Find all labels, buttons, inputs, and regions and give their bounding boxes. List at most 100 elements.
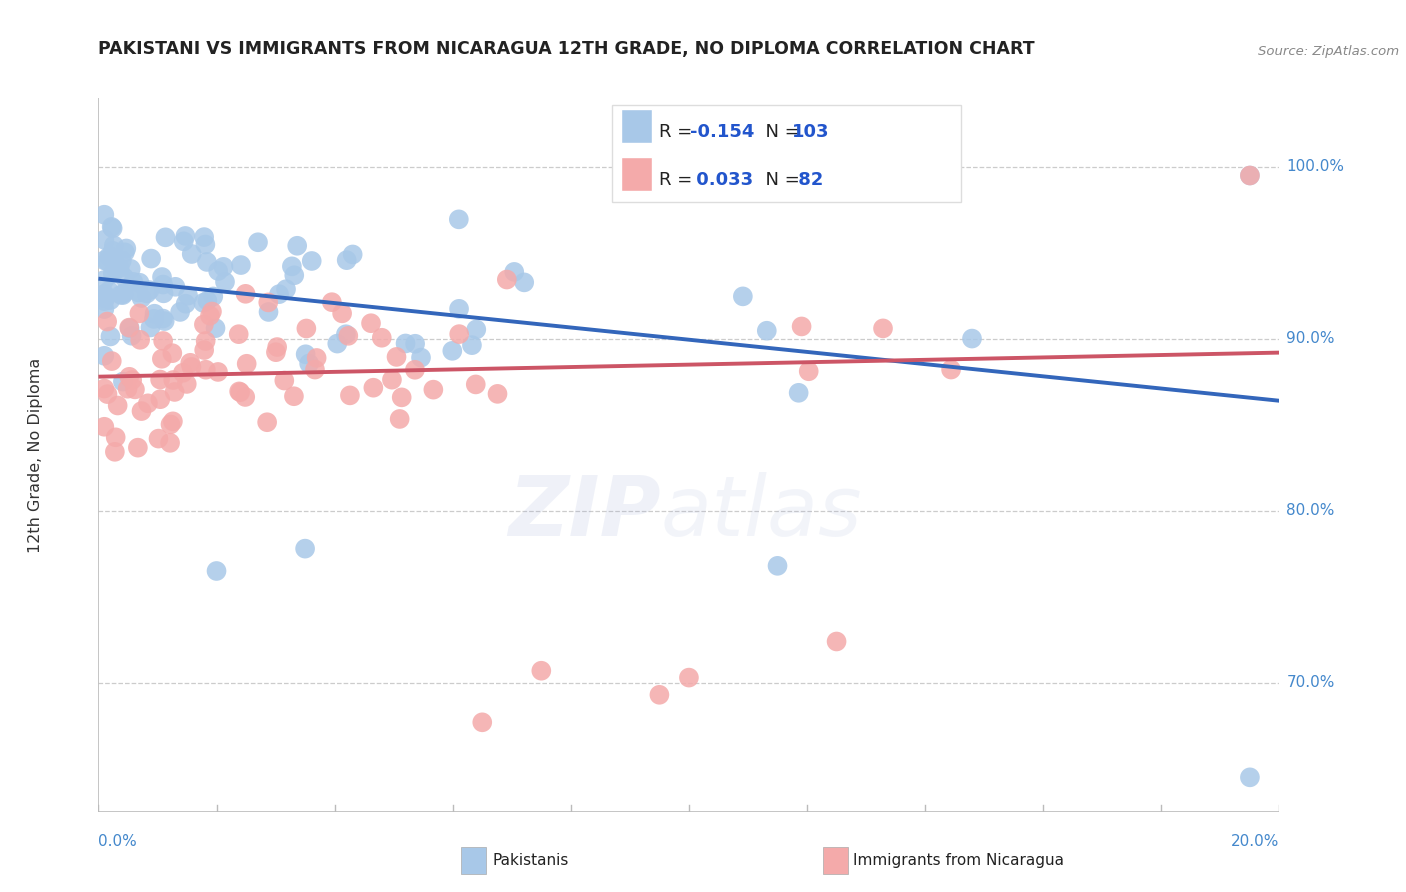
- Point: [1239, 169, 1261, 183]
- Point: [825, 634, 848, 648]
- Point: [235, 286, 257, 301]
- Point: [177, 288, 200, 302]
- Point: [139, 252, 162, 266]
- Point: [149, 372, 172, 386]
- Point: [100, 329, 122, 343]
- Text: 12th Grade, No Diploma: 12th Grade, No Diploma: [28, 358, 42, 552]
- Point: [94, 289, 117, 303]
- Point: [128, 306, 150, 320]
- Point: [149, 392, 172, 407]
- Point: [103, 256, 125, 270]
- Point: [486, 387, 509, 401]
- Point: [422, 383, 444, 397]
- Point: [449, 327, 471, 342]
- Point: [385, 350, 408, 364]
- Point: [152, 311, 174, 326]
- Point: [121, 373, 143, 387]
- Point: [104, 261, 127, 276]
- Point: [135, 286, 157, 301]
- Point: [207, 264, 229, 278]
- Point: [174, 296, 197, 310]
- Point: [233, 390, 256, 404]
- Point: [495, 272, 517, 286]
- Point: [197, 293, 219, 308]
- Point: [101, 354, 124, 368]
- Point: [150, 270, 173, 285]
- Point: [93, 273, 115, 287]
- Text: Immigrants from Nicaragua: Immigrants from Nicaragua: [853, 854, 1064, 868]
- Point: [115, 242, 138, 256]
- Point: [256, 415, 278, 429]
- Point: [273, 374, 295, 388]
- Point: [257, 295, 280, 310]
- Point: [449, 301, 471, 316]
- Point: [100, 293, 122, 307]
- Point: [264, 345, 287, 359]
- Point: [394, 336, 416, 351]
- Point: [648, 688, 671, 702]
- Text: N =: N =: [754, 171, 806, 189]
- Point: [111, 253, 134, 268]
- Point: [128, 285, 150, 300]
- Point: [229, 258, 252, 272]
- Point: [93, 302, 115, 317]
- Point: [797, 364, 820, 378]
- Point: [131, 291, 153, 305]
- Point: [295, 321, 318, 335]
- Point: [363, 381, 385, 395]
- Point: [461, 338, 484, 352]
- Point: [447, 212, 470, 227]
- Text: 0.0%: 0.0%: [98, 834, 138, 849]
- Point: [143, 307, 166, 321]
- Point: [465, 322, 488, 336]
- Text: PAKISTANI VS IMMIGRANTS FROM NICARAGUA 12TH GRADE, NO DIPLOMA CORRELATION CHART: PAKISTANI VS IMMIGRANTS FROM NICARAGUA 1…: [98, 40, 1035, 58]
- Point: [229, 385, 252, 400]
- Text: 0.033: 0.033: [689, 171, 752, 189]
- Point: [513, 276, 536, 290]
- Point: [180, 247, 202, 261]
- Point: [121, 328, 143, 343]
- Point: [111, 375, 134, 389]
- Point: [391, 390, 413, 404]
- Point: [214, 275, 236, 289]
- Point: [198, 309, 221, 323]
- Point: [294, 541, 316, 556]
- Point: [93, 382, 115, 396]
- Point: [471, 715, 494, 730]
- Point: [371, 331, 394, 345]
- Point: [872, 321, 894, 335]
- Point: [93, 253, 115, 268]
- Point: [93, 349, 115, 363]
- Text: 80.0%: 80.0%: [1286, 503, 1334, 518]
- Point: [205, 564, 228, 578]
- Point: [339, 388, 361, 402]
- Point: [118, 321, 141, 335]
- Point: [212, 260, 235, 274]
- Point: [194, 334, 217, 348]
- Point: [111, 288, 134, 302]
- Point: [464, 377, 486, 392]
- Point: [162, 373, 184, 387]
- Point: [120, 261, 142, 276]
- Point: [131, 404, 153, 418]
- Point: [104, 445, 127, 459]
- Point: [381, 373, 404, 387]
- Point: [136, 396, 159, 410]
- Text: atlas: atlas: [661, 472, 862, 552]
- Point: [305, 351, 328, 365]
- Point: [96, 387, 118, 401]
- Text: R =: R =: [658, 171, 697, 189]
- Point: [180, 359, 202, 374]
- Point: [172, 366, 194, 380]
- Point: [159, 435, 181, 450]
- Point: [112, 270, 135, 285]
- Point: [939, 362, 962, 376]
- Point: [228, 327, 250, 342]
- Point: [118, 320, 141, 334]
- Point: [194, 362, 217, 376]
- Point: [404, 336, 426, 351]
- Point: [321, 295, 343, 310]
- Point: [195, 255, 218, 269]
- Point: [285, 239, 308, 253]
- Point: [342, 247, 364, 261]
